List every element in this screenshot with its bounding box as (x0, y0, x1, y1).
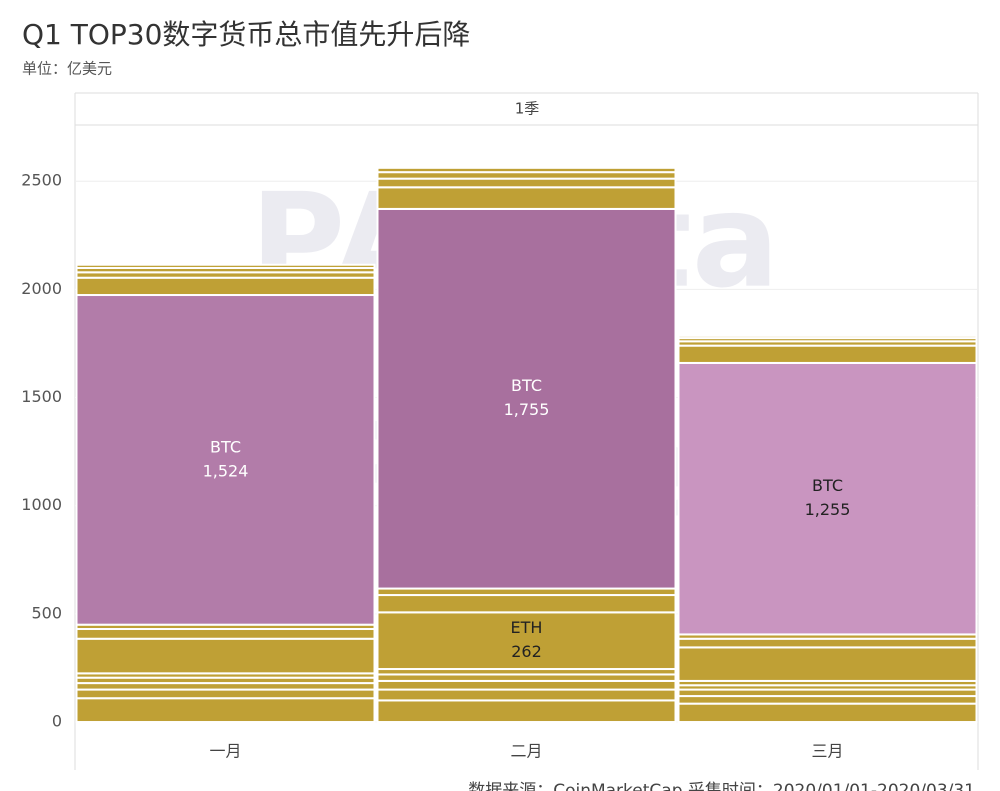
y-tick-label: 2500 (21, 171, 62, 190)
bar-segment (376, 186, 677, 210)
chart-title: Q1 TOP30数字货币总市值先升后降 (22, 18, 470, 51)
bar-segment (376, 688, 677, 702)
bar-segment (376, 207, 677, 590)
segment-name: BTC (812, 476, 843, 495)
data-label: 1,524 (203, 461, 249, 480)
chart-subtitle: 单位：亿美元 (22, 60, 112, 78)
data-label: 1,755 (504, 400, 550, 419)
x-tick-label: 一月 (209, 742, 241, 761)
bar-segment (75, 637, 376, 675)
bar-segment (677, 637, 978, 649)
data-label: 1,255 (805, 500, 851, 519)
data-label: 262 (511, 642, 542, 661)
bar-segment (75, 697, 376, 724)
y-tick-label: 0 (52, 712, 62, 731)
bar-segment (75, 294, 376, 626)
bar-segment (677, 344, 978, 364)
bar-segment (75, 688, 376, 700)
bar-segment (75, 263, 376, 269)
bar-segment (677, 646, 978, 682)
bar-segment (677, 361, 978, 636)
x-tick-label: 二月 (510, 742, 542, 761)
bar-segment (376, 594, 677, 614)
bar-segment (75, 628, 376, 640)
y-tick-label: 2000 (21, 279, 62, 298)
y-tick-label: 500 (31, 603, 62, 622)
segment-name: BTC (210, 437, 241, 456)
bar-segment (677, 334, 978, 340)
segment-name: BTC (511, 376, 542, 395)
bar-segment (677, 702, 978, 724)
bar-segment (376, 699, 677, 724)
bar-segment (75, 276, 376, 297)
y-tick-label: 1000 (21, 495, 62, 514)
header-label: 1季 (515, 100, 540, 118)
y-tick-label: 1500 (21, 387, 62, 406)
bar-segment (376, 166, 677, 174)
bar-segment (677, 695, 978, 705)
segment-name: ETH (511, 618, 543, 637)
bar-segment (376, 611, 677, 671)
source-note: 数据来源：CoinMarketCap 采集时间：2020/01/01-2020/… (468, 781, 975, 791)
bar-segment (376, 177, 677, 189)
bar-segment (376, 679, 677, 691)
plot: BTC 1,524 ETH 262 BTC 1,755 BTC 1,255 (75, 166, 978, 724)
x-tick-label: 三月 (811, 742, 843, 761)
